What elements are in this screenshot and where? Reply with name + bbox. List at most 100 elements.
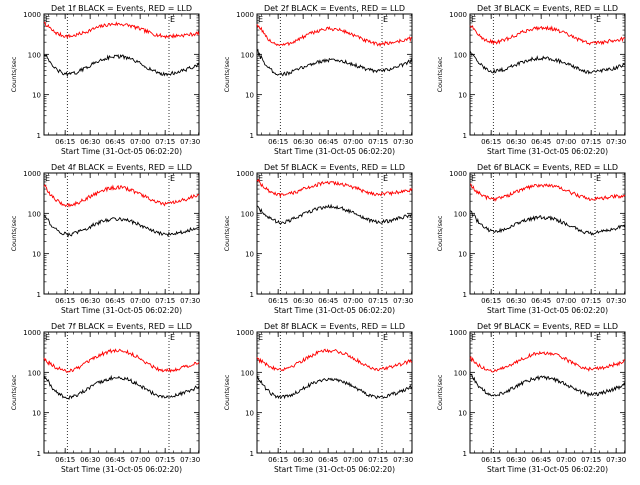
y-axis-label: Counts/sec [436,215,444,251]
y-axis-label: Counts/sec [223,374,231,410]
y-axis-label: Counts/sec [10,56,18,92]
x-tick-label: 06:15 [55,297,75,305]
y-tick-label: 10 [32,251,41,259]
y-tick-label: 10 [458,410,467,418]
y-tick-label: 10 [245,410,254,418]
y-tick-label: 1 [463,132,467,140]
y-tick-label: 1000 [236,170,254,178]
x-tick-label: 07:00 [556,297,576,305]
x-tick-label: 07:00 [556,456,576,464]
x-axis-label: Start Time (31-Oct-05 06:02:20) [274,465,395,474]
x-axis-label: Start Time (31-Oct-05 06:02:20) [274,306,395,315]
series-line-lld [43,348,200,373]
chart-title: Det 9f BLACK = Events, RED = LLD [477,322,618,331]
y-tick-label: 1 [250,450,254,458]
chart-panel-9: Det 9f BLACK = Events, RED = LLD Counts/s… [436,322,626,474]
x-axis-label: Start Time (31-Oct-05 06:02:20) [61,465,182,474]
x-axis-label: Start Time (31-Oct-05 06:02:20) [487,465,608,474]
series-line-lld [43,21,200,40]
x-tick-label: 07:15 [155,456,175,464]
event-marker-label: E [383,15,388,24]
chart-panel-2: Det 2f BLACK = Events, RED = LLD Counts/s… [223,4,413,156]
y-tick-label: 1 [250,291,254,299]
x-tick-label: 07:30 [606,138,626,146]
x-tick-label: 07:15 [581,297,601,305]
x-tick-label: 07:30 [180,456,200,464]
x-tick-label: 07:30 [606,297,626,305]
x-axis-label: Start Time (31-Oct-05 06:02:20) [61,147,182,156]
plot-frame [43,331,200,454]
y-tick-label: 1 [250,132,254,140]
series-line-lld [256,348,413,372]
x-tick-label: 07:30 [180,138,200,146]
x-tick-label: 07:00 [130,138,150,146]
chart-title: Det 1f BLACK = Events, RED = LLD [51,4,192,13]
x-tick-label: 06:15 [268,297,288,305]
x-tick-label: 07:15 [155,138,175,146]
x-tick-label: 06:15 [55,456,75,464]
y-tick-label: 1000 [23,329,41,337]
y-tick-label: 1000 [449,170,467,178]
y-tick-label: 100 [241,51,254,59]
series-line-lld [43,184,200,208]
chart-title: Det 5f BLACK = Events, RED = LLD [264,163,405,172]
chart-panel-6: Det 6f BLACK = Events, RED = LLD Counts/s… [436,163,626,315]
chart-panel-8: Det 8f BLACK = Events, RED = LLD Counts/s… [223,322,413,474]
series-line-lld [469,25,626,46]
event-marker-label: E [170,15,175,24]
x-tick-label: 06:15 [481,456,501,464]
y-tick-label: 100 [454,51,467,59]
y-tick-label: 100 [28,369,41,377]
event-marker-label: E [471,174,476,183]
chart-title: Det 7f BLACK = Events, RED = LLD [51,322,192,331]
x-tick-label: 06:45 [531,138,551,146]
x-tick-label: 06:45 [105,138,125,146]
y-tick-label: 1 [463,450,467,458]
x-tick-label: 07:30 [180,297,200,305]
x-tick-label: 06:30 [80,297,100,305]
chart-panel-5: Det 5f BLACK = Events, RED = LLD Counts/s… [223,163,413,315]
x-tick-label: 07:00 [343,138,363,146]
y-tick-label: 100 [454,210,467,218]
chart-panel-3: Det 3f BLACK = Events, RED = LLD Counts/s… [436,4,626,156]
x-tick-label: 07:15 [581,456,601,464]
y-tick-label: 100 [28,51,41,59]
x-tick-label: 06:45 [105,456,125,464]
x-tick-label: 06:30 [506,297,526,305]
y-axis-label: Counts/sec [436,374,444,410]
y-tick-label: 10 [32,410,41,418]
y-tick-label: 10 [458,92,467,100]
x-tick-label: 06:30 [293,456,313,464]
y-axis-label: Counts/sec [10,215,18,251]
y-tick-label: 1 [463,291,467,299]
x-axis-label: Start Time (31-Oct-05 06:02:20) [487,306,608,315]
y-tick-label: 1 [37,132,41,140]
x-axis-label: Start Time (31-Oct-05 06:02:20) [61,306,182,315]
chart-title: Det 3f BLACK = Events, RED = LLD [477,4,618,13]
y-axis-label: Counts/sec [223,215,231,251]
event-marker-label: E [258,15,263,24]
event-marker-label: E [170,333,175,342]
plot-frame [43,172,200,295]
x-tick-label: 06:30 [293,138,313,146]
event-marker-label: E [596,174,601,183]
y-tick-label: 10 [245,251,254,259]
event-marker-label: E [45,15,50,24]
y-tick-label: 1 [37,291,41,299]
y-tick-label: 1000 [236,329,254,337]
chart-title: Det 8f BLACK = Events, RED = LLD [264,322,405,331]
x-tick-label: 06:30 [293,297,313,305]
x-tick-label: 07:15 [368,456,388,464]
x-tick-label: 06:45 [318,138,338,146]
series-line-events [469,50,626,75]
x-tick-label: 06:45 [105,297,125,305]
chart-title: Det 2f BLACK = Events, RED = LLD [264,4,405,13]
event-marker-label: E [383,174,388,183]
chart-title: Det 4f BLACK = Events, RED = LLD [51,163,192,172]
y-tick-label: 10 [32,92,41,100]
event-marker-label: E [170,174,175,183]
x-tick-label: 06:15 [268,456,288,464]
y-axis-label: Counts/sec [436,56,444,92]
x-tick-label: 06:45 [531,456,551,464]
series-line-events [256,375,413,400]
